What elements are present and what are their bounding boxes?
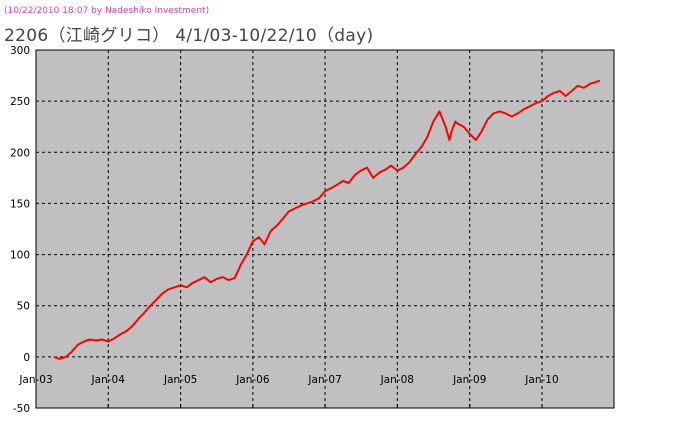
x-tick-label: Jan-04 (91, 374, 126, 386)
y-tick-label: 50 (17, 301, 30, 313)
plot-area (36, 50, 614, 408)
timestamp-label: (10/22/2010 18:07 by Nadeshiko Investmen… (4, 6, 210, 16)
x-tick-label: Jan-06 (235, 374, 270, 386)
price-series-line (53, 79, 601, 360)
plot-border (35, 49, 615, 409)
x-tick-label: Jan-09 (452, 374, 486, 386)
x-tick-label: Jan-10 (524, 374, 558, 386)
x-tick-label: Jan-08 (380, 374, 414, 386)
y-tick-label: 300 (10, 45, 30, 57)
x-tick-label: Jan-05 (163, 374, 197, 386)
y-tick-label: 150 (10, 198, 30, 210)
y-tick-label: 200 (10, 147, 30, 159)
y-tick-label: 0 (23, 352, 30, 364)
y-tick-label: 250 (10, 96, 30, 108)
y-tick-label: 100 (10, 250, 30, 262)
y-tick-label: -50 (13, 403, 30, 415)
x-tick-label: Jan-07 (307, 374, 341, 386)
chart-title: 2206（江崎グリコ） 4/1/03-10/22/10（day) (4, 26, 374, 46)
